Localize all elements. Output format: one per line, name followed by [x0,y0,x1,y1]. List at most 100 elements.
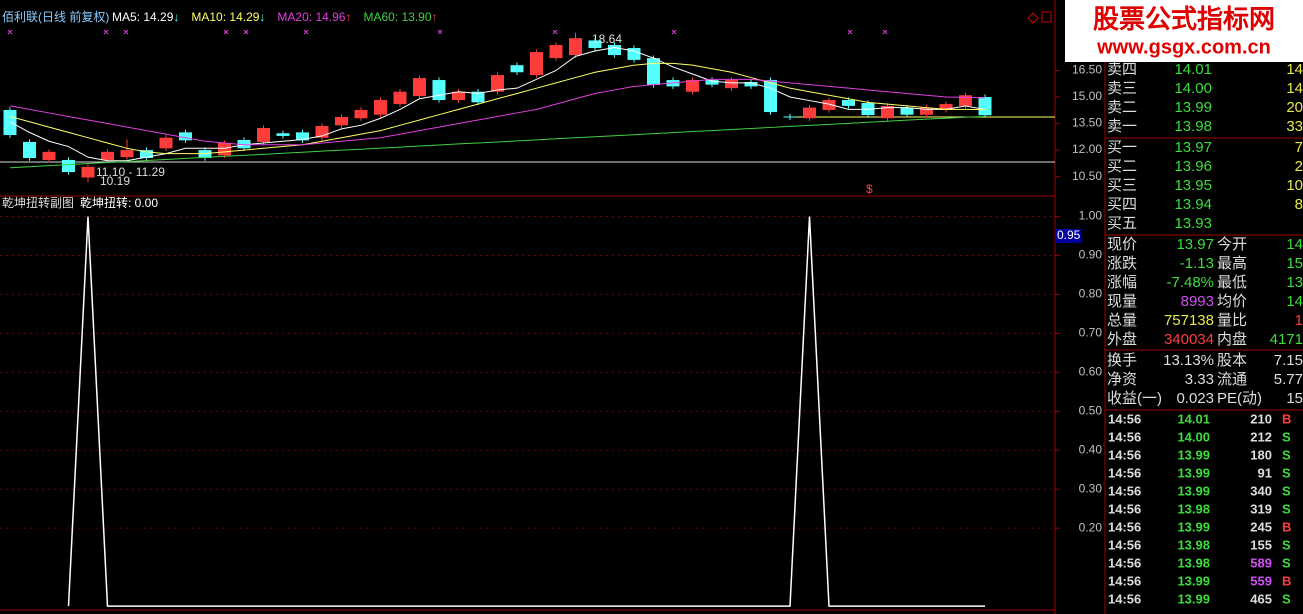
candle-body [23,141,36,159]
book-label: 买三 [1107,177,1137,194]
tick-volume: 465 [1250,591,1272,606]
y-tick-label: 16.50 [1072,63,1102,77]
cursor-label: 0.95 [1057,228,1081,242]
quote-value: 13 [1286,274,1303,291]
quote-label: 换手 [1107,352,1137,369]
tick-side: S [1282,465,1291,480]
candle-body [42,151,56,160]
candle-body [374,100,387,115]
quote-value: 3.33 [1185,371,1214,388]
candle-body [393,91,407,105]
cursor-box [1055,228,1081,243]
book-price: 13.99 [1174,99,1212,116]
ma-line [9,46,986,162]
quote-value: 1 [1295,312,1303,329]
quote-label: 流通 [1217,371,1247,388]
tick-time: 14:56 [1108,573,1141,588]
candle-body [744,81,758,87]
tick-volume: 589 [1250,555,1272,570]
panel-title: 乾坤扭转副图 [2,195,74,210]
y-tick-label: 0.70 [1079,326,1103,340]
book-volume: 20 [1286,99,1303,116]
annotation: 18.64 [592,32,622,46]
candle-body [705,80,719,85]
y-tick-label: 10.50 [1072,169,1102,183]
quote-label: 现量 [1107,293,1137,310]
book-volume: 14 [1286,61,1303,78]
annotation: 11.10 - 11.29 [96,165,165,179]
y-tick-label: 0.30 [1079,481,1103,495]
tick-price: 13.99 [1177,519,1210,534]
candle-body [296,132,309,141]
book-price: 14.01 [1174,61,1212,78]
book-volume: 2 [1295,158,1303,175]
legend-entry: MA60: 13.90↑ [363,10,437,24]
book-label: 卖二 [1107,99,1137,116]
tick-volume: 91 [1258,465,1272,480]
candle-body [900,107,914,115]
candle-body [140,150,153,159]
candle-body [491,75,504,92]
quote-value: 4171 [1270,331,1303,348]
book-volume: 10 [1286,177,1303,194]
window-buttons[interactable] [1027,11,1052,24]
tick-time: 14:56 [1108,519,1141,534]
candle-body [413,78,426,97]
candle-body [725,80,738,89]
tick-time: 14:56 [1108,591,1141,606]
legend-label: MA60: 13.90 [363,10,431,24]
stock-title: 佰利联(日线 前复权) [2,9,109,24]
book-price: 13.98 [1174,118,1212,135]
candle-body [920,107,933,115]
tick-volume: 245 [1250,519,1272,534]
book-label: 卖四 [1107,61,1137,78]
legend-entry: 乾坤扭转: 0.00 [80,195,158,210]
quote-label: 现价 [1107,236,1137,253]
quote-label: 总量 [1107,312,1137,329]
quote-label: 量比 [1217,312,1247,329]
trend-arrow: ↓ [259,10,265,24]
quote-value: 15 [1286,255,1303,272]
tick-volume: 319 [1250,501,1272,516]
candle-body [530,52,543,76]
tick-price: 13.99 [1177,483,1210,498]
tick-volume: 212 [1250,429,1272,444]
book-price: 13.95 [1174,177,1212,194]
quote-value: 0.023 [1176,390,1214,407]
tick-time: 14:56 [1108,411,1141,426]
legend-entry: MA20: 14.96↑ [277,10,351,24]
tick-side: S [1282,429,1291,444]
annotation: $ [866,182,873,196]
quote-label: 外盘 [1107,330,1137,348]
candle-body [959,95,972,106]
candle-body [159,137,173,149]
tick-volume: 559 [1250,573,1272,588]
tick-side: S [1282,555,1291,570]
candle-body [783,116,797,118]
quote-label: 股本 [1217,352,1247,369]
quote-label: 最低 [1217,274,1247,291]
candle-body [179,132,192,141]
y-tick-label: 0.50 [1079,403,1103,417]
watermark-title: 股票公式指标网 [1093,4,1275,34]
candle-body [822,100,836,110]
candle-body [432,80,446,101]
quote-label: 净资 [1107,371,1137,388]
candle-body [764,80,777,113]
candle-body [978,97,992,116]
candle-body [81,166,95,178]
candle-body [3,109,17,136]
book-label: 买一 [1107,139,1137,156]
quote-value: 757138 [1164,312,1214,329]
tick-price: 13.98 [1177,555,1210,570]
candle-body [276,133,290,136]
legend-entry: MA5: 14.29↓ [112,10,179,24]
y-tick-label: 15.00 [1072,89,1102,103]
candle-body [335,117,348,126]
quote-value: 13.13% [1163,352,1214,369]
trend-arrow: ↑ [345,10,351,24]
signal-marks [7,29,888,35]
quote-value: -1.13 [1180,255,1214,272]
